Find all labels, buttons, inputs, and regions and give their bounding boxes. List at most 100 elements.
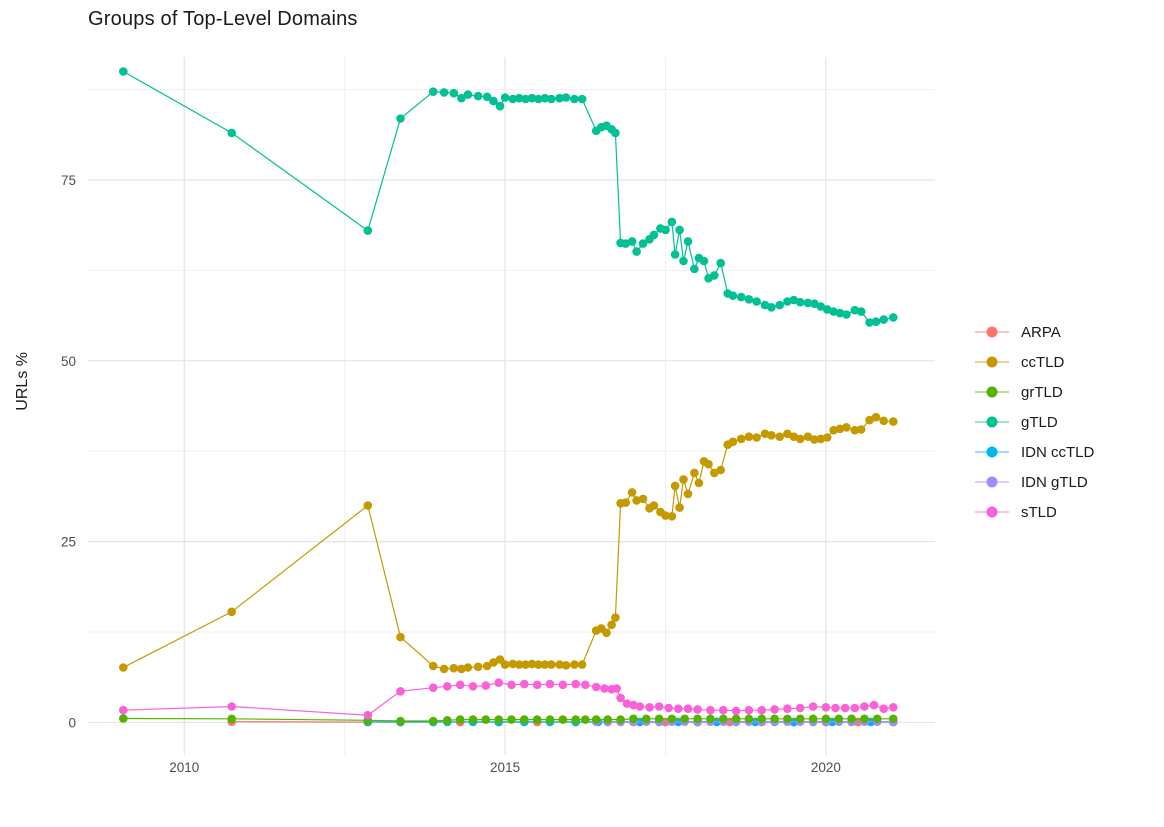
data-point <box>871 412 881 422</box>
data-point <box>616 693 625 703</box>
data-point <box>495 101 505 111</box>
data-point <box>757 714 766 724</box>
data-point <box>829 425 838 435</box>
data-point <box>507 715 516 724</box>
data-point <box>428 683 438 692</box>
data-point <box>822 433 832 442</box>
data-point <box>775 300 784 310</box>
data-point <box>654 714 664 724</box>
data-point <box>693 705 702 714</box>
data-point <box>591 682 601 692</box>
data-point <box>473 91 483 101</box>
data-point <box>507 680 516 690</box>
data-point <box>770 714 779 724</box>
data-point <box>667 512 677 521</box>
data-point <box>810 435 819 444</box>
data-point <box>783 429 792 439</box>
data-point <box>872 714 882 724</box>
data-point <box>561 661 571 670</box>
data-point <box>558 680 568 690</box>
data-point <box>532 715 542 724</box>
data-point <box>860 714 869 724</box>
data-point <box>664 703 673 713</box>
data-point <box>555 660 564 669</box>
legend-item-grtld: grTLD <box>975 377 1094 407</box>
data-point <box>834 714 844 724</box>
data-point <box>363 226 373 235</box>
data-point <box>752 297 761 306</box>
data-point <box>443 716 452 725</box>
data-point <box>850 703 860 713</box>
data-point <box>581 680 590 690</box>
data-point <box>690 264 699 274</box>
data-point <box>494 715 504 724</box>
legend-label: grTLD <box>1021 383 1063 401</box>
data-point <box>803 432 813 442</box>
data-point <box>571 715 580 724</box>
data-point <box>500 660 510 669</box>
data-point <box>455 680 465 690</box>
data-point <box>670 250 680 259</box>
data-point <box>396 632 405 642</box>
data-point <box>534 660 543 669</box>
data-point <box>494 678 504 687</box>
data-point <box>489 658 498 667</box>
data-point <box>783 704 792 713</box>
data-point <box>850 425 860 435</box>
data-point <box>561 93 571 102</box>
legend-key-icon <box>975 356 1009 368</box>
data-point <box>716 465 725 475</box>
data-point <box>683 237 693 246</box>
data-point <box>706 705 715 715</box>
data-point <box>396 114 405 123</box>
data-point <box>532 680 542 690</box>
data-point <box>889 313 898 322</box>
data-point <box>468 682 478 691</box>
legend-label: sTLD <box>1021 503 1057 521</box>
data-point <box>627 237 637 246</box>
data-point <box>865 415 874 425</box>
legend-key-icon <box>975 506 1009 518</box>
data-point <box>119 714 128 723</box>
data-point <box>428 87 438 96</box>
data-point <box>449 663 459 673</box>
data-point <box>767 431 776 440</box>
data-point <box>683 489 693 499</box>
x-tick-label: 2010 <box>169 760 199 775</box>
legend-label: gTLD <box>1021 413 1058 431</box>
legend-item-stld: sTLD <box>975 497 1094 527</box>
data-point <box>611 128 620 138</box>
data-point <box>690 468 699 478</box>
data-point <box>514 93 524 103</box>
data-point <box>831 703 840 713</box>
data-point <box>481 715 491 724</box>
data-point <box>463 663 473 672</box>
legend-key-icon <box>975 476 1009 488</box>
data-point <box>736 434 746 444</box>
data-point <box>808 702 818 711</box>
data-point <box>816 302 826 311</box>
data-point <box>455 715 465 724</box>
y-tick-label: 50 <box>61 354 76 369</box>
data-point <box>661 511 670 520</box>
data-point <box>821 714 831 724</box>
data-point <box>468 715 478 724</box>
data-point <box>119 67 128 76</box>
data-point <box>783 714 792 724</box>
data-point <box>675 225 684 235</box>
data-point <box>744 432 754 442</box>
data-point <box>889 703 898 712</box>
legend-item-idn-gtld: IDN gTLD <box>975 467 1094 497</box>
data-point <box>770 705 779 714</box>
data-point <box>840 703 850 713</box>
data-point <box>879 704 888 713</box>
data-point <box>521 660 530 669</box>
data-point <box>227 714 236 724</box>
data-point <box>879 315 888 324</box>
data-point <box>716 258 725 268</box>
data-point <box>744 714 754 724</box>
data-point <box>704 459 713 469</box>
legend-label: ccTLD <box>1021 353 1065 371</box>
data-point <box>558 715 568 724</box>
series-line <box>123 416 894 670</box>
